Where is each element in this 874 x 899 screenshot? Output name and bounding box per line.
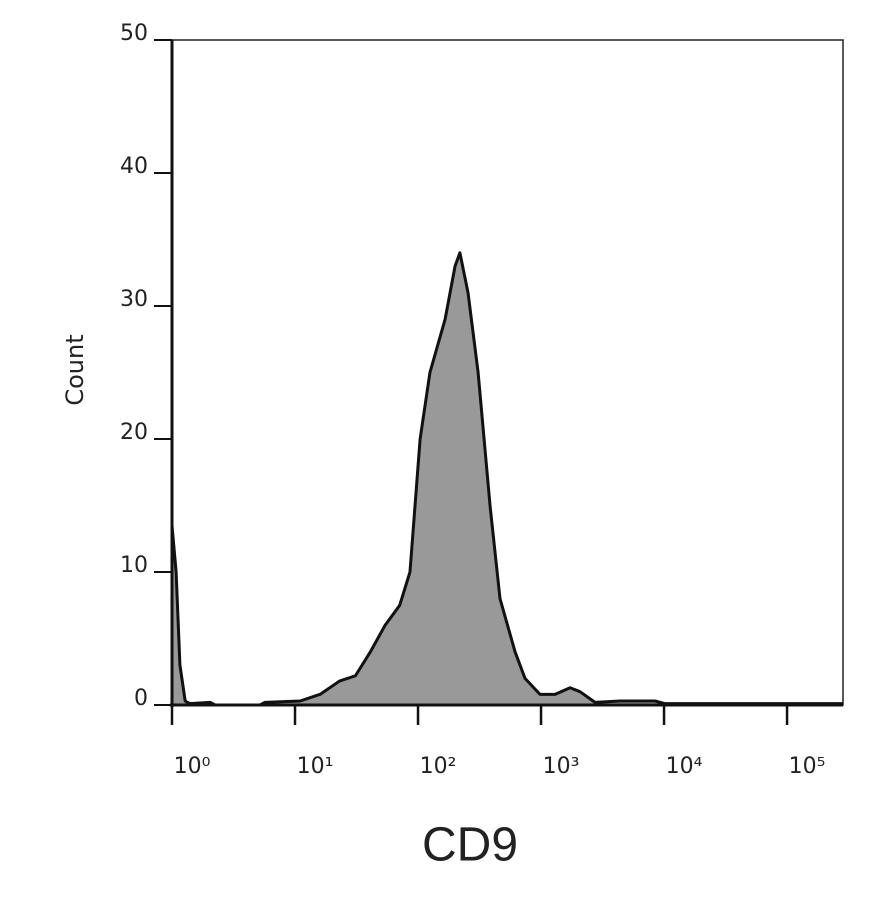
y-tick-label: 40 (120, 154, 148, 179)
y-tick-label: 30 (120, 287, 148, 312)
histogram-area (172, 252, 843, 706)
x-tick-label: 10² (420, 754, 457, 779)
plot-frame (171, 39, 844, 706)
x-tick-label: 10¹ (297, 754, 334, 779)
x-tick-label: 10⁴ (666, 754, 703, 779)
y-tick-label: 20 (120, 420, 148, 445)
x-tick-label: 10⁵ (789, 754, 826, 779)
x-tick-label: 10³ (543, 754, 580, 779)
x-tick-label: 10⁰ (174, 754, 211, 779)
y-tick-label: 50 (120, 21, 148, 46)
x-axis-label: CD9 (422, 819, 518, 872)
y-tick-label: 0 (134, 686, 148, 711)
y-axis-label: Count (61, 334, 89, 405)
y-tick-label: 10 (120, 553, 148, 578)
